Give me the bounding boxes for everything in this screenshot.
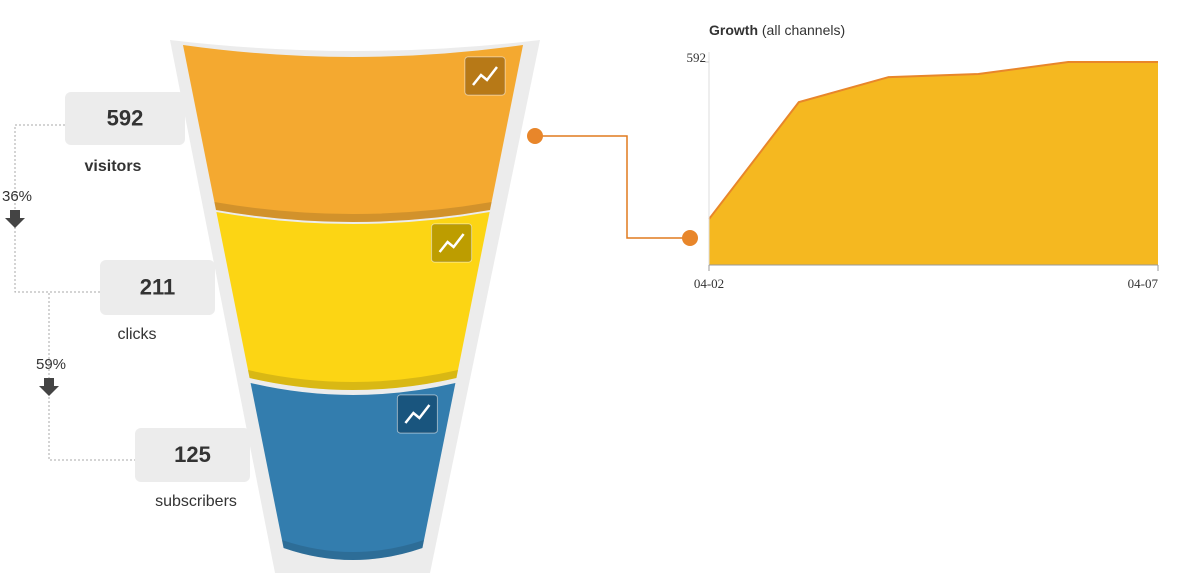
connector (14, 124, 100, 293)
chart-icon-shade (397, 395, 438, 433)
chart-icon-glyph (472, 66, 498, 86)
area-line (708, 61, 1158, 220)
link-line (535, 135, 690, 239)
rate-arrow (5, 210, 25, 228)
area-fill (709, 62, 1158, 265)
chart-icon (464, 56, 506, 96)
funnel-segment (216, 212, 490, 390)
chart-icon (396, 394, 438, 434)
rate-arrow (39, 378, 59, 396)
funnel-segment (183, 45, 523, 222)
subtitle: (all channels) (762, 22, 845, 38)
value-card (100, 260, 215, 315)
value-label: 211 (140, 274, 176, 299)
value-label: 125 (174, 442, 211, 467)
connectors (14, 124, 135, 461)
chart-title: Growth (all channels) (709, 22, 845, 38)
value-card (135, 428, 250, 482)
link-dot (682, 230, 698, 246)
connector (48, 291, 135, 461)
segment-shade (183, 45, 523, 222)
segment-base (248, 370, 458, 390)
stage-label: clicks (117, 326, 156, 343)
value-label: 592 (107, 105, 144, 130)
chart-icon-shade (465, 57, 505, 95)
rate-label: 59% (36, 356, 66, 373)
link-dot (527, 128, 543, 144)
rate-label: 36% (2, 188, 32, 205)
value-card (65, 92, 185, 145)
stage-label: subscribers (155, 493, 237, 510)
y-tick-label: 592 (687, 50, 707, 65)
stage-label: visitors (85, 158, 142, 175)
link (527, 128, 698, 246)
segment-shade (216, 212, 490, 390)
x-tick-label: 04-07 (1128, 276, 1159, 291)
chart-icon-shade (431, 224, 472, 262)
title: Growth (709, 22, 758, 38)
chart-icon-glyph (438, 233, 465, 253)
x-tick-label: 04-02 (694, 276, 724, 291)
segment-base (214, 202, 492, 222)
chart-icon (431, 223, 473, 263)
chart-icon-glyph (404, 404, 431, 424)
segment-base (282, 540, 424, 560)
